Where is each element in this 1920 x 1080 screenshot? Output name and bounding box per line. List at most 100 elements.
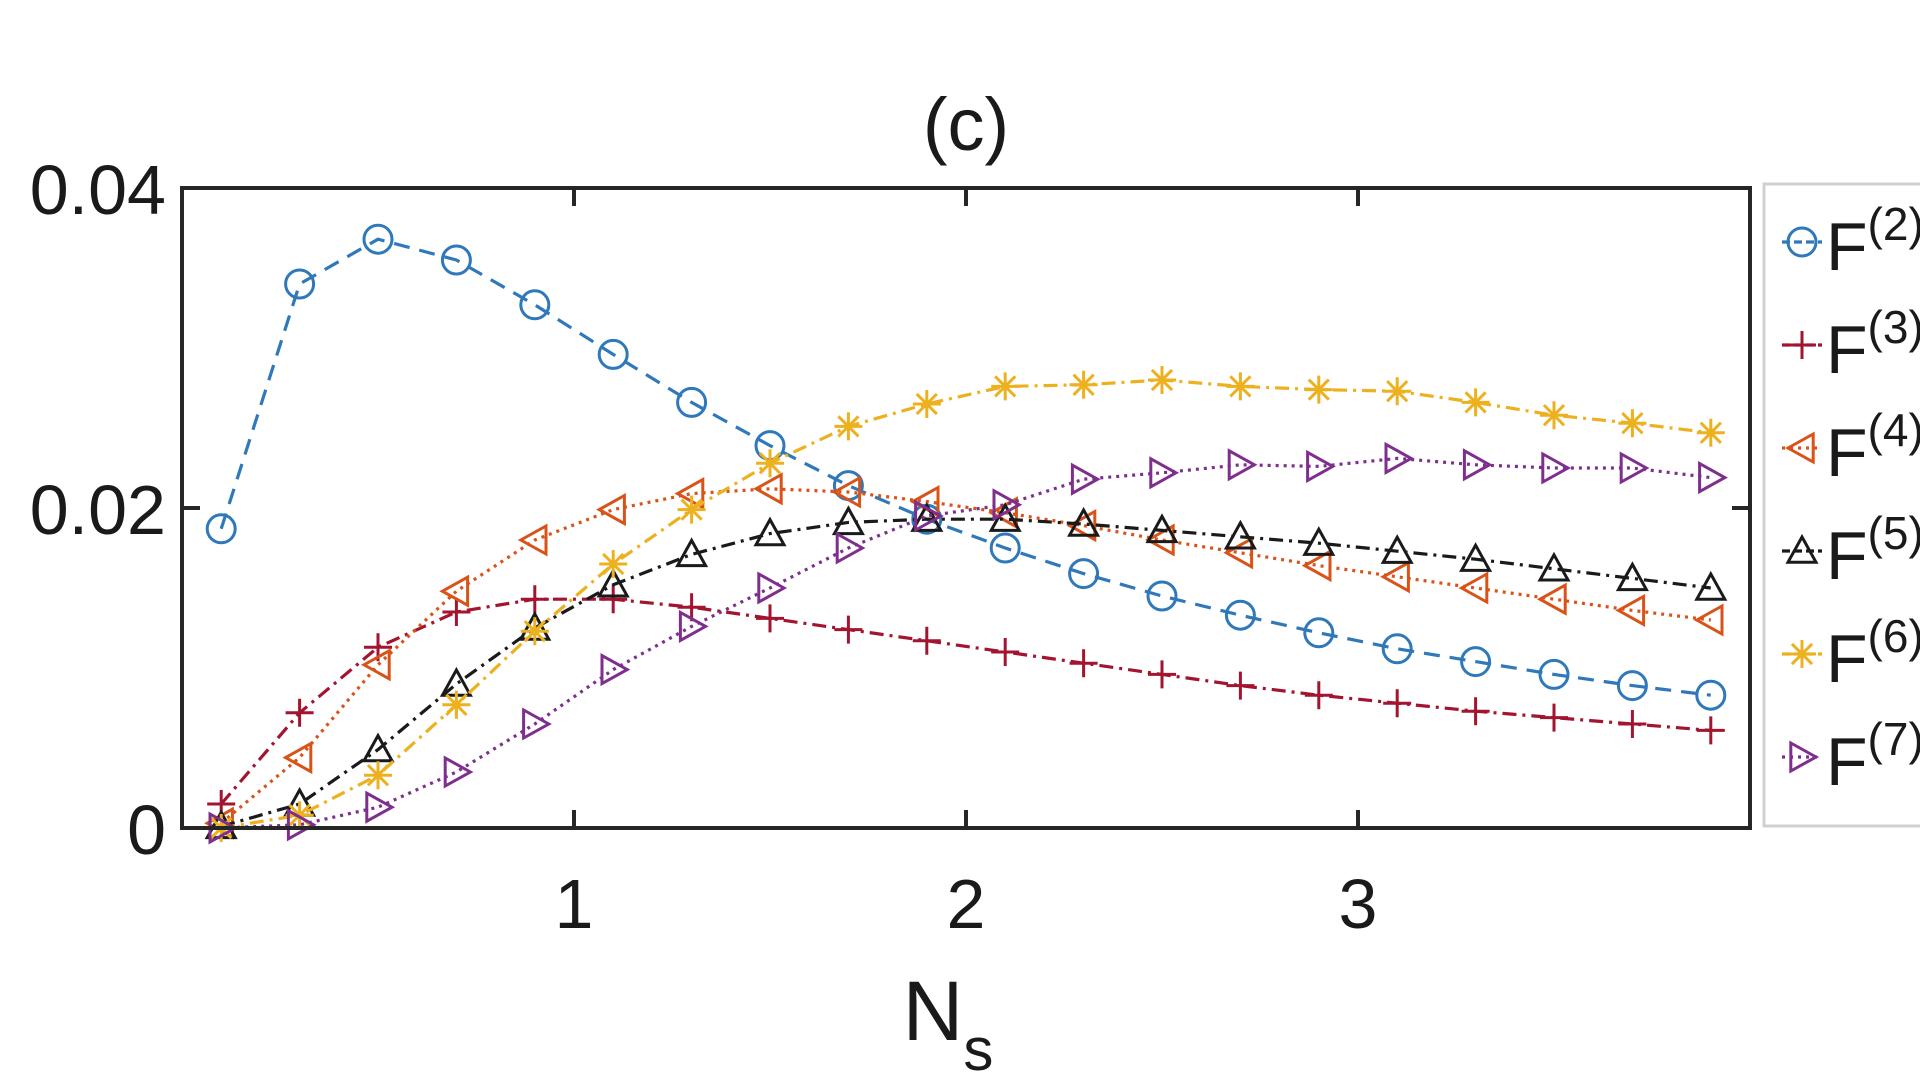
data-point-F2	[284, 268, 316, 300]
data-point-F3	[834, 615, 863, 644]
data-point-F4	[1615, 593, 1646, 627]
data-point-F2	[519, 289, 551, 321]
data-point-F3	[1618, 710, 1647, 738]
data-point-F2	[1538, 658, 1570, 690]
data-point-F6	[364, 761, 392, 790]
data-point-F4	[517, 523, 548, 557]
data-point-F5	[831, 505, 865, 536]
data-point-F5	[1615, 561, 1649, 592]
data-point-F7	[1698, 461, 1728, 495]
legend-marker-F4	[1784, 431, 1815, 465]
data-point-F4	[1458, 571, 1489, 605]
x-axis-label-subscript: s	[963, 1016, 993, 1080]
data-point-F4	[1066, 509, 1097, 543]
data-point-F4	[1536, 582, 1567, 616]
data-point-F7	[992, 488, 1023, 522]
data-point-F4	[282, 741, 313, 775]
data-point-F7	[1619, 451, 1650, 485]
data-point-F6	[520, 617, 549, 646]
data-point-F3	[912, 626, 941, 655]
legend-entry-F4: F(4)	[1782, 404, 1920, 491]
legend-marker-F2	[1786, 226, 1818, 258]
data-point-F7	[1384, 441, 1415, 475]
data-point-F7	[1306, 449, 1336, 483]
legend-entry-F5: F(5)	[1782, 507, 1920, 594]
data-point-F3	[1304, 681, 1333, 710]
data-point-F6	[756, 449, 784, 478]
legend-label-F3: F(3)	[1826, 301, 1920, 388]
data-point-F6	[599, 550, 628, 578]
legend-marker-F7	[1789, 740, 1820, 774]
data-point-F4	[439, 574, 470, 608]
data-point-F2	[1146, 580, 1178, 612]
legend-label-F2: F(2)	[1826, 198, 1920, 285]
data-point-F6	[1461, 388, 1490, 417]
legend-box	[1762, 182, 1920, 828]
series-line-F3	[219, 597, 1711, 806]
data-point-F2	[1695, 679, 1727, 711]
data-point-F4	[752, 472, 783, 506]
data-point-F6	[1618, 409, 1647, 438]
y-tick-label: 0	[127, 791, 166, 869]
data-point-F5	[753, 516, 787, 547]
data-point-F7	[1541, 451, 1572, 485]
legend-marker-F3	[1788, 331, 1816, 359]
data-point-F5	[1067, 506, 1101, 537]
data-point-F3	[285, 698, 314, 727]
data-point-F5	[1223, 519, 1257, 550]
data-point-F2	[440, 244, 472, 276]
data-point-F7	[835, 531, 866, 565]
axis-layer: 1 2 3 0 0.02 0.04	[30, 151, 1750, 943]
x-axis-label: Ns	[903, 964, 994, 1080]
x-tick-label: 1	[555, 865, 594, 943]
legend: F(2) F(3) F(4) F(5) F(6) F(7)	[1762, 182, 1920, 828]
data-point-F6	[991, 372, 1020, 401]
data-point-F2	[1224, 599, 1256, 631]
legend-marker-F6	[1788, 640, 1816, 668]
data-point-F7	[522, 707, 552, 741]
data-point-F3	[1540, 703, 1568, 732]
data-point-F3	[442, 598, 471, 626]
series-layer	[204, 223, 1728, 845]
data-point-F4	[831, 475, 862, 509]
legend-entry-F6: F(6)	[1782, 610, 1920, 697]
series-F6	[207, 366, 1725, 842]
data-point-F4	[1144, 523, 1175, 557]
legend-entry-F2: F(2)	[1782, 198, 1920, 285]
data-point-F6	[285, 801, 314, 830]
data-point-F3	[991, 638, 1020, 666]
data-point-F2	[205, 513, 237, 545]
data-point-F6	[1226, 372, 1255, 401]
data-point-F7	[443, 755, 474, 789]
legend-entry-F3: F(3)	[1782, 301, 1920, 388]
data-point-F3	[599, 585, 628, 614]
series-line-F6	[220, 378, 1711, 830]
data-point-F3	[756, 604, 784, 633]
data-point-F5	[910, 502, 944, 532]
data-point-F7	[365, 790, 396, 824]
data-point-F2	[597, 338, 629, 370]
data-point-F5	[1380, 534, 1414, 564]
data-point-F6	[834, 412, 863, 441]
data-point-F5	[1302, 526, 1336, 556]
data-point-F4	[1301, 549, 1332, 583]
data-point-F3	[1069, 649, 1098, 678]
data-point-F6	[1304, 375, 1333, 404]
series-line-F4	[220, 487, 1711, 825]
x-axis-label-main: N	[903, 964, 964, 1058]
data-point-F6	[442, 690, 471, 719]
data-point-F4	[1380, 560, 1410, 594]
data-point-F7	[1149, 456, 1180, 490]
data-point-F2	[1460, 646, 1492, 678]
data-point-F4	[1693, 603, 1724, 637]
series-F2	[205, 223, 1727, 711]
data-point-F3	[677, 593, 706, 622]
data-point-F6	[1383, 377, 1412, 406]
data-point-F7	[600, 653, 631, 687]
data-point-F4	[596, 493, 626, 527]
data-point-F2	[676, 386, 708, 418]
data-point-F3	[520, 585, 549, 614]
data-point-F5	[1537, 551, 1571, 582]
